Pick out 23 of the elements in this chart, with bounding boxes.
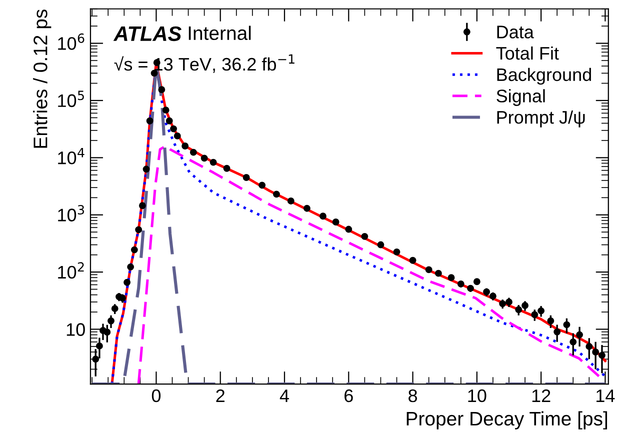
annotation: ATLAS (113, 26, 182, 42)
x-tick-label: 14 (596, 390, 615, 402)
x-tick-label: 6 (344, 389, 353, 402)
y-axis-title: Entries / 0.12 ps (33, 10, 52, 148)
x-tick-label: 2 (216, 389, 224, 402)
y-tick-label: 10$^{2}$ (58, 262, 84, 279)
x-tick-label: 0 (152, 389, 161, 402)
y-tick-label: 10 (66, 323, 85, 336)
y-tick-label: 10$^{5}$ (58, 90, 84, 108)
x-tick-label: 12 (532, 389, 550, 402)
y-tick-label: 10$^{4}$ (58, 148, 84, 164)
legend-label: Data (497, 26, 534, 38)
y-tick-label: 10$^{3}$ (58, 204, 84, 222)
legend-label: Prompt J/ψ (497, 110, 585, 128)
x-axis-title: Proper Decay Time [ps] (406, 411, 608, 430)
annotation: Internal (188, 26, 251, 40)
x-tick-label: 8 (408, 389, 418, 402)
x-tick-label: 4 (280, 390, 289, 402)
x-tick-label: 10 (468, 389, 486, 402)
legend-label: Background (497, 68, 591, 85)
legend-label: Total Fit (496, 46, 559, 60)
y-tick-label: 10$^{6}$ (58, 33, 84, 50)
legend-label: Signal (496, 89, 545, 106)
